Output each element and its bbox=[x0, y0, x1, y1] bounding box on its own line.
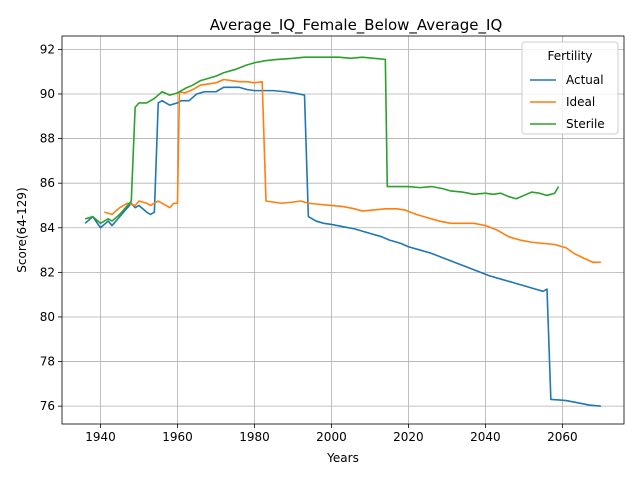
plot-frame bbox=[61, 35, 625, 425]
y-tick-label: 76 bbox=[40, 399, 55, 413]
x-tick-label: 2040 bbox=[470, 430, 501, 444]
x-tick-label: 2060 bbox=[547, 430, 578, 444]
y-tick-label: 82 bbox=[40, 265, 55, 279]
x-tick-label: 1960 bbox=[162, 430, 193, 444]
legend-box bbox=[521, 41, 619, 135]
legend-title: Fertility bbox=[547, 49, 592, 63]
y-tick-label: 80 bbox=[40, 310, 55, 324]
legend-label-sterile: Sterile bbox=[566, 117, 605, 131]
y-tick-label: 92 bbox=[40, 42, 55, 56]
chart-title: Average_IQ_Female_Below_Average_IQ bbox=[210, 16, 503, 35]
legend-label-actual: Actual bbox=[566, 73, 604, 87]
y-tick-label: 88 bbox=[40, 132, 55, 146]
x-tick-label: 1980 bbox=[239, 430, 270, 444]
y-tick-label: 78 bbox=[40, 355, 55, 369]
y-axis-label: Score(64-129) bbox=[15, 187, 29, 272]
y-tick-label: 84 bbox=[40, 221, 55, 235]
x-tick-label: 1940 bbox=[85, 430, 116, 444]
series-line-ideal bbox=[104, 78, 601, 264]
y-tick-label: 86 bbox=[40, 176, 55, 190]
legend: Fertility Actual Ideal Sterile bbox=[521, 41, 619, 135]
legend-label-ideal: Ideal bbox=[566, 95, 595, 109]
x-tick-label: 2020 bbox=[393, 430, 424, 444]
x-axis-label: Years bbox=[326, 451, 359, 465]
series-line-actual bbox=[84, 86, 601, 407]
x-tick-label: 2000 bbox=[316, 430, 347, 444]
series-line-sterile bbox=[84, 56, 560, 225]
y-tick-label: 90 bbox=[40, 87, 55, 101]
